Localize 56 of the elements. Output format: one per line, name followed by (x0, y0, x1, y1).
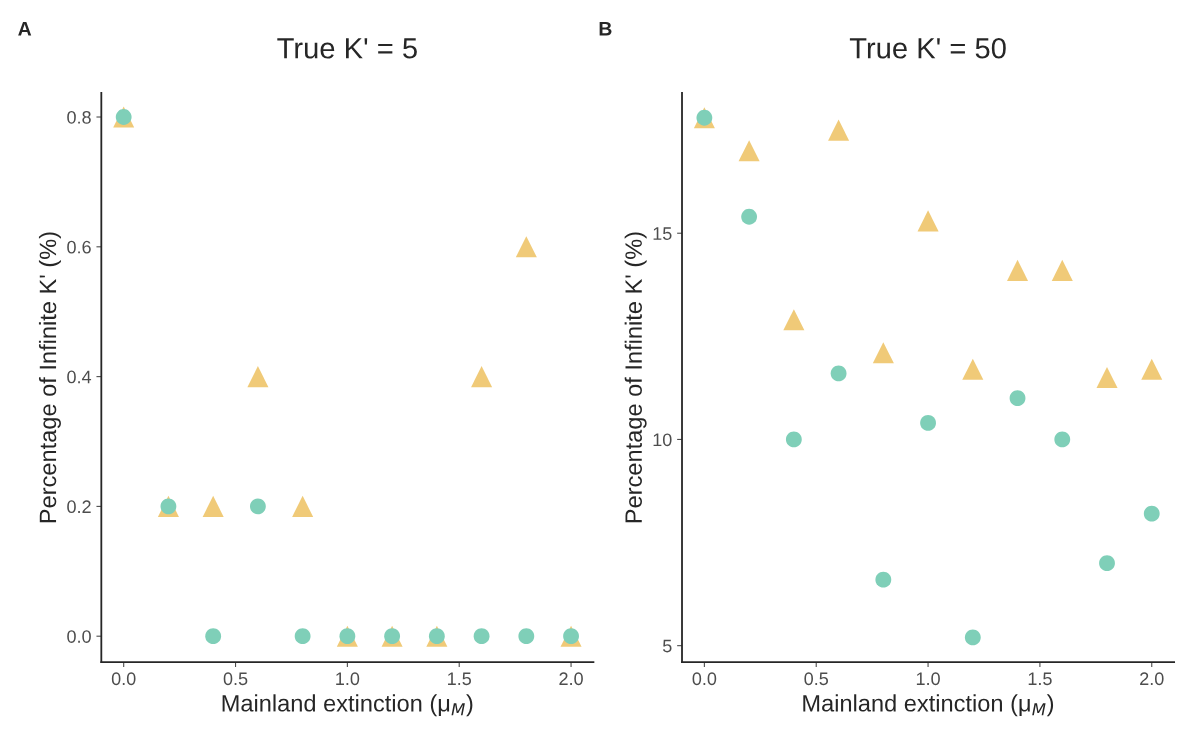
point (292, 495, 314, 517)
x-tick-label: 0.5 (804, 672, 829, 686)
x-tick-label: 1.0 (916, 672, 940, 686)
x-axis-title: Mainland extinction (μ$_{M}$) (222, 694, 473, 717)
y-tick-label: 0.4 (67, 370, 92, 384)
text: B (599, 22, 612, 36)
point (785, 431, 802, 448)
y-axis-title: Percentage of Infinite K' (%) (38, 232, 61, 523)
point (830, 365, 847, 382)
point (1141, 358, 1163, 380)
point (738, 140, 760, 162)
point (828, 119, 850, 141)
x-tick-label: 0.5 (223, 672, 248, 686)
point (247, 366, 269, 388)
point (872, 342, 894, 364)
point (471, 366, 493, 388)
y-tick-label: 0.2 (67, 500, 91, 514)
text: A (18, 22, 32, 36)
point (205, 628, 222, 645)
x-tick-label: 2.0 (559, 672, 583, 686)
point (1143, 505, 1160, 522)
point (1054, 431, 1071, 448)
x-tick-label: 0.0 (111, 672, 136, 686)
x-tick-label: 1.0 (336, 672, 360, 686)
y-tick-label: 0.0 (67, 630, 91, 643)
x-tick-label: 2.0 (1140, 672, 1164, 686)
point (1096, 367, 1118, 389)
chart-title: True K' = 50 (849, 37, 1006, 59)
point (518, 628, 535, 645)
point (202, 495, 224, 517)
x-tick-label: 0.0 (692, 672, 717, 686)
x-tick-label: 1.5 (1028, 672, 1052, 686)
point (920, 415, 936, 431)
point (783, 309, 805, 331)
point (249, 498, 266, 515)
point (1007, 259, 1029, 281)
point (294, 628, 311, 645)
y-tick-label: 5 (662, 639, 672, 653)
y-axis-title: Percentage of Infinite K' (%) (624, 232, 647, 523)
y-tick-label: 0.6 (67, 240, 91, 254)
point (964, 629, 981, 646)
point (515, 236, 537, 258)
point (875, 571, 892, 588)
point (1009, 390, 1026, 407)
point (1099, 555, 1115, 572)
y-tick-label: 0.8 (67, 110, 91, 124)
point (917, 210, 939, 232)
point (1051, 259, 1073, 281)
point (741, 208, 758, 225)
y-tick-label: 15 (653, 227, 672, 240)
x-axis-title: Mainland extinction (μ$_{M}$) (803, 694, 1054, 717)
chart-title: True K' = 5 (277, 38, 417, 59)
point (962, 358, 984, 380)
point (473, 628, 490, 645)
y-tick-label: 10 (653, 433, 672, 447)
x-tick-label: 1.5 (448, 672, 472, 686)
